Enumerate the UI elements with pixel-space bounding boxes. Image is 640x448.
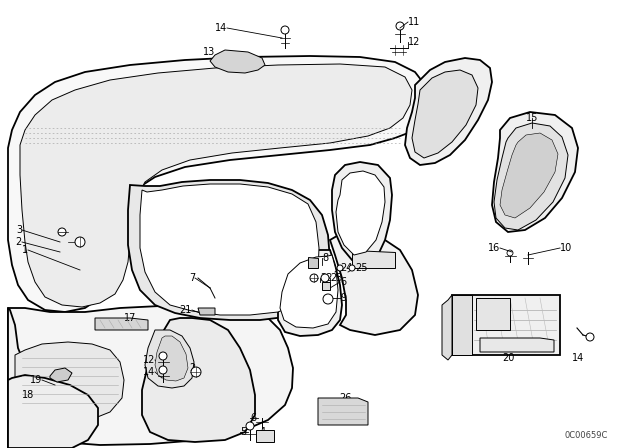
Polygon shape <box>494 123 568 230</box>
Circle shape <box>75 237 85 247</box>
Polygon shape <box>405 58 492 165</box>
Polygon shape <box>278 250 342 336</box>
Bar <box>256 430 274 442</box>
Polygon shape <box>322 282 330 290</box>
Text: 7: 7 <box>189 273 195 283</box>
Polygon shape <box>280 255 338 328</box>
Text: 25: 25 <box>355 263 367 273</box>
Text: 18: 18 <box>22 390 34 400</box>
Polygon shape <box>492 112 578 232</box>
Polygon shape <box>452 295 472 355</box>
Circle shape <box>159 352 167 360</box>
Circle shape <box>191 367 201 377</box>
Polygon shape <box>476 298 510 330</box>
Circle shape <box>159 366 167 374</box>
Polygon shape <box>155 336 188 381</box>
Circle shape <box>321 274 329 282</box>
Polygon shape <box>8 308 88 448</box>
Text: 24: 24 <box>340 263 353 273</box>
Text: 16: 16 <box>488 243 500 253</box>
Text: 17: 17 <box>124 313 136 323</box>
Polygon shape <box>500 133 558 218</box>
Text: 12: 12 <box>143 355 155 365</box>
Text: 3: 3 <box>16 225 22 235</box>
Circle shape <box>310 274 318 282</box>
Polygon shape <box>145 330 194 388</box>
Circle shape <box>58 228 66 236</box>
Text: 26: 26 <box>339 393 351 403</box>
Text: 14: 14 <box>215 23 227 33</box>
Text: 13: 13 <box>203 47 215 57</box>
Polygon shape <box>332 162 392 262</box>
Text: 23: 23 <box>330 273 342 283</box>
Polygon shape <box>336 171 385 255</box>
Text: 20: 20 <box>502 353 514 363</box>
Text: 2: 2 <box>189 363 195 373</box>
Polygon shape <box>198 308 215 315</box>
Text: 15: 15 <box>526 113 538 123</box>
Text: 2: 2 <box>16 237 22 247</box>
Polygon shape <box>15 342 124 422</box>
Polygon shape <box>210 50 265 73</box>
Polygon shape <box>452 295 560 355</box>
Circle shape <box>507 250 513 256</box>
Circle shape <box>396 22 404 30</box>
Text: 0C00659C: 0C00659C <box>564 431 608 439</box>
Circle shape <box>349 265 355 271</box>
Text: 9: 9 <box>340 293 346 303</box>
Polygon shape <box>330 232 418 335</box>
Circle shape <box>323 294 333 304</box>
Text: 1: 1 <box>22 245 28 255</box>
Circle shape <box>246 422 254 430</box>
Polygon shape <box>140 184 319 315</box>
Polygon shape <box>480 338 554 352</box>
Text: 5: 5 <box>240 427 246 437</box>
Polygon shape <box>128 180 330 320</box>
Polygon shape <box>8 375 98 448</box>
Polygon shape <box>352 250 395 268</box>
Polygon shape <box>95 318 148 330</box>
Text: 14: 14 <box>143 367 155 377</box>
Polygon shape <box>8 306 293 445</box>
Text: 10: 10 <box>560 243 572 253</box>
Text: 14: 14 <box>572 353 584 363</box>
Text: 22: 22 <box>320 273 333 283</box>
Text: 6: 6 <box>250 413 256 423</box>
Circle shape <box>337 265 343 271</box>
Polygon shape <box>20 64 412 307</box>
Text: 8: 8 <box>322 253 328 263</box>
Text: 6: 6 <box>340 277 346 287</box>
Text: 11: 11 <box>408 17 420 27</box>
Text: 21: 21 <box>180 305 192 315</box>
Polygon shape <box>50 368 72 382</box>
Text: 4: 4 <box>260 427 266 437</box>
Text: 12: 12 <box>408 37 420 47</box>
Polygon shape <box>142 318 255 442</box>
Text: 19: 19 <box>29 375 42 385</box>
Polygon shape <box>412 70 478 158</box>
Circle shape <box>281 26 289 34</box>
Circle shape <box>586 333 594 341</box>
Polygon shape <box>318 398 368 425</box>
Polygon shape <box>8 56 428 312</box>
Polygon shape <box>442 295 452 360</box>
Polygon shape <box>308 257 318 268</box>
